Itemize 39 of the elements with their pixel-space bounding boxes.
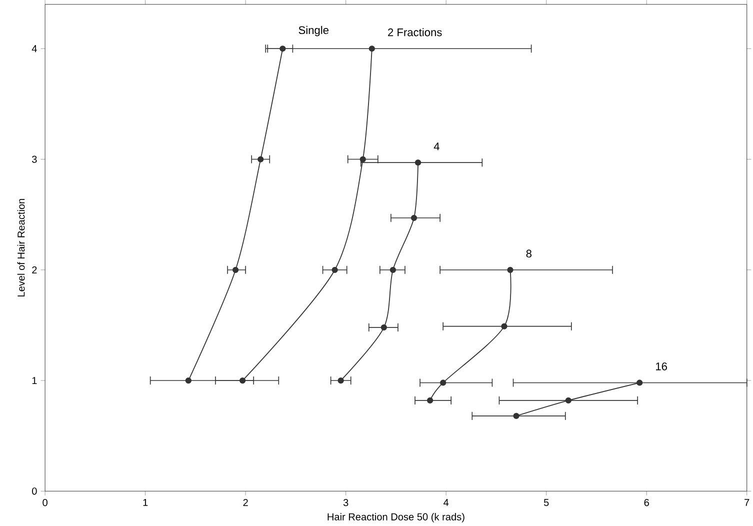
point xyxy=(380,324,387,331)
series-label: 16 xyxy=(656,362,667,370)
point xyxy=(414,160,422,166)
y-tick-label: 1 xyxy=(32,377,37,384)
y-tick-label: 2 xyxy=(32,266,37,274)
point xyxy=(426,397,434,404)
point xyxy=(513,412,520,420)
x-tick-label: 5 xyxy=(544,499,549,506)
series-label: 4 xyxy=(434,142,440,150)
series-label: Single xyxy=(298,26,329,36)
y-tick-label: 0 xyxy=(32,488,37,495)
x-axis-title: Hair Reaction Dose 50 (k rads) xyxy=(328,513,464,523)
y-tick-label: 4 xyxy=(32,45,37,52)
x-tick-label: 6 xyxy=(644,499,649,506)
y-axis-title: Level of Hair Reaction xyxy=(17,199,25,297)
series-label: 8 xyxy=(526,250,532,258)
point xyxy=(338,378,344,384)
point xyxy=(636,380,643,386)
x-tick-label: 7 xyxy=(744,499,750,506)
point xyxy=(280,46,286,52)
point xyxy=(239,378,246,384)
point xyxy=(501,323,508,330)
point xyxy=(507,266,514,274)
point xyxy=(185,378,192,384)
x-tick-label: 1 xyxy=(143,499,148,506)
x-tick-label: 4 xyxy=(444,499,449,506)
point xyxy=(368,46,375,52)
point xyxy=(410,214,418,222)
y-tick-label: 3 xyxy=(32,156,37,163)
point xyxy=(332,266,338,274)
point xyxy=(440,380,446,386)
point xyxy=(258,156,264,162)
point xyxy=(232,266,239,274)
point xyxy=(565,397,572,404)
series-label: 2 Fractions xyxy=(388,28,442,36)
x-tick-label: 2 xyxy=(243,499,248,506)
x-tick-label: 0 xyxy=(42,499,48,506)
x-tick-label: 3 xyxy=(343,499,348,506)
point xyxy=(390,266,396,274)
